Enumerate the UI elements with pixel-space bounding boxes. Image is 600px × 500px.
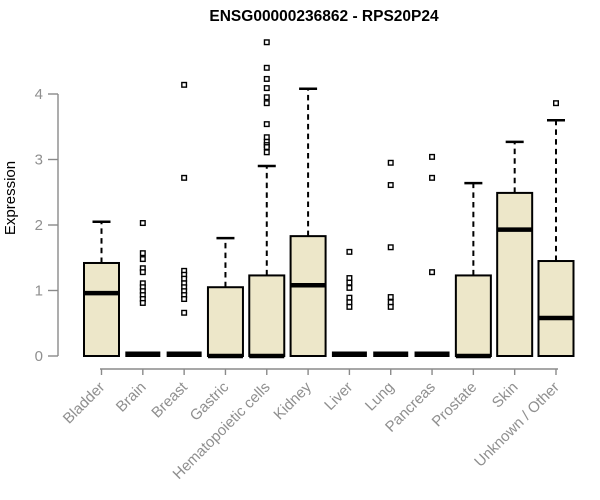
outlier-point bbox=[429, 174, 436, 181]
outlier-point bbox=[552, 100, 559, 107]
outlier-point bbox=[139, 299, 146, 306]
outlier-point bbox=[429, 269, 436, 276]
x-tick-label: Brain bbox=[113, 379, 150, 416]
y-tick-label: 4 bbox=[35, 86, 43, 103]
outlier-point bbox=[139, 256, 146, 263]
x-tick-label: Bladder bbox=[60, 379, 109, 428]
outlier-point bbox=[139, 269, 146, 276]
box-Breast bbox=[166, 351, 202, 357]
y-tick-label: 2 bbox=[35, 217, 43, 234]
outlier-point bbox=[429, 153, 436, 160]
outlier-point bbox=[263, 149, 270, 156]
outlier-point bbox=[387, 294, 394, 301]
x-tick-label: Skin bbox=[489, 379, 522, 412]
box-series bbox=[83, 87, 575, 359]
outlier-point bbox=[346, 279, 353, 286]
x-tick-label: Lung bbox=[362, 379, 398, 415]
outlier-point bbox=[139, 250, 146, 257]
outlier-point bbox=[346, 248, 353, 255]
outlier-point bbox=[181, 81, 188, 88]
box-Skin bbox=[496, 191, 534, 357]
y-tick-label: 0 bbox=[35, 348, 43, 365]
outlier-point bbox=[346, 303, 353, 310]
outlier-point bbox=[263, 100, 270, 107]
outlier-point bbox=[263, 64, 270, 71]
outlier-point bbox=[263, 39, 270, 46]
outlier-point bbox=[387, 244, 394, 251]
box-Bladder bbox=[83, 261, 120, 357]
x-tick-label: Breast bbox=[148, 378, 191, 421]
outlier-point bbox=[346, 284, 353, 291]
y-axis: 0 1 2 3 4 bbox=[35, 86, 59, 365]
outlier-point bbox=[181, 309, 188, 316]
box-Brain bbox=[125, 351, 161, 357]
box-Lung bbox=[373, 351, 409, 357]
outlier-point bbox=[181, 296, 188, 303]
outlier-point bbox=[263, 94, 270, 101]
outlier-point bbox=[387, 159, 394, 166]
outlier-point bbox=[139, 220, 146, 227]
chart-title: ENSG00000236862 - RPS20P24 bbox=[209, 8, 439, 25]
outlier-point bbox=[263, 75, 270, 82]
y-axis-title: Expression bbox=[2, 161, 19, 235]
box-Unknown / Other bbox=[537, 260, 575, 357]
box-Gastric bbox=[206, 286, 244, 358]
x-tick-label: Liver bbox=[321, 379, 356, 414]
x-tick-label: Prostate bbox=[429, 379, 481, 431]
box-Prostate bbox=[454, 274, 492, 357]
box-Liver bbox=[331, 351, 367, 357]
box-Hematopoietic cells bbox=[248, 274, 286, 357]
outlier-points bbox=[139, 39, 559, 316]
outlier-point bbox=[387, 182, 394, 189]
y-tick-label: 3 bbox=[35, 152, 43, 169]
outlier-point bbox=[263, 85, 270, 92]
outlier-point bbox=[181, 174, 188, 181]
x-tick-label: Kidney bbox=[270, 378, 315, 423]
y-tick-label: 1 bbox=[35, 283, 43, 300]
outlier-point bbox=[263, 121, 270, 128]
outlier-point bbox=[263, 144, 270, 151]
outlier-point bbox=[387, 303, 394, 310]
box-Kidney bbox=[289, 235, 327, 357]
box-Pancreas bbox=[414, 351, 450, 357]
